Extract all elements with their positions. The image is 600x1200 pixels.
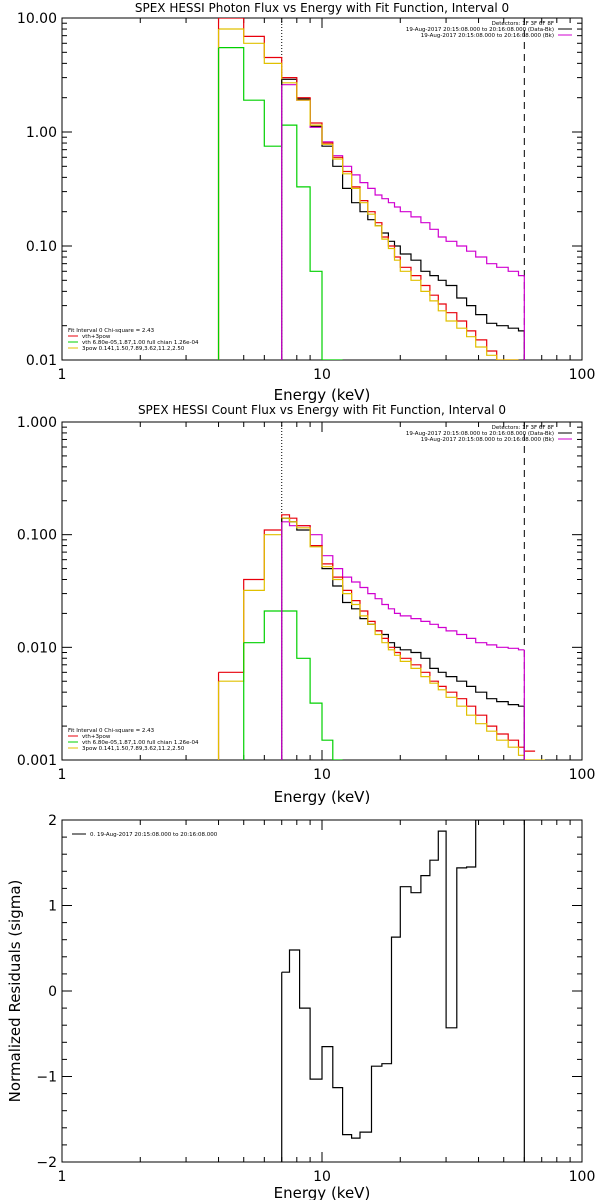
legend-text: vth 6.80e-05,1.87,1.00 full chian 1.26e-… (82, 740, 199, 746)
y-tick-label: 0.10 (26, 239, 57, 255)
x-tick-label: 1 (58, 767, 67, 783)
series-black (281, 78, 525, 332)
header-text: 19-Aug-2017 20:15:08.000 to 20:16:08.000… (406, 431, 554, 437)
x-tick-label: 100 (569, 767, 596, 783)
chart-title: SPEX HESSI Photon Flux vs Energy with Fi… (135, 1, 509, 15)
x-axis-label: Energy (keV) (274, 1184, 371, 1200)
y-tick-label: −2 (36, 1155, 57, 1171)
header-text: Detectors: 1F 3F 6F 8F (492, 21, 554, 27)
legend-text: 0. 19-Aug-2017 20:15:08.000 to 20:16:08.… (90, 832, 218, 838)
series-black (281, 820, 525, 1139)
chart-3: 1 10 100 −2 −1 0 1 2 Energy (keV) Normalized Resi… (6, 813, 595, 1200)
header-text: Detectors: 1F 3F 6F 8F (492, 425, 554, 431)
header-text: 19-Aug-2017 20:15:08.000 to 20:16:08.000… (406, 27, 554, 33)
series-red (218, 18, 519, 360)
y-tick-label: 10.00 (17, 11, 57, 27)
y-tick-label: −1 (36, 1070, 57, 1086)
chart-title: SPEX HESSI Count Flux vs Energy with Fit… (138, 403, 506, 417)
y-tick-label: 0.100 (17, 528, 57, 544)
y-tick-label: 0.010 (17, 640, 57, 656)
x-tick-label: 1 (58, 367, 67, 383)
series-red (218, 514, 536, 752)
legend-text: 3pow 0.141,1.50,7.89,3.62,11.2,2.50 (82, 346, 185, 352)
legend-text: vth+3pow (82, 334, 111, 340)
series-yellow (218, 517, 545, 760)
chart-1: SPEX HESSI Photon Flux vs Energy with Fi… (17, 1, 595, 404)
x-tick-label: 100 (569, 1169, 596, 1185)
y-tick-label: 0 (48, 984, 57, 1000)
chart-2: SPEX HESSI Count Flux vs Energy with Fit… (17, 403, 595, 806)
header-text: 19-Aug-2017 20:15:08.000 to 20:16:08.000… (421, 437, 554, 443)
x-tick-label: 10 (313, 1169, 331, 1185)
y-tick-label: 2 (48, 813, 57, 829)
legend-text: Fit Interval 0 Chi-square = 2.43 (68, 728, 155, 734)
series-yellow (218, 28, 519, 360)
series-green (243, 610, 343, 760)
x-tick-label: 10 (313, 767, 331, 783)
y-tick-label: 1.000 (17, 415, 57, 431)
y-tick-label: 1.00 (26, 125, 57, 141)
legend-text: vth 6.80e-05,1.87,1.00 full chian 1.26e-… (82, 340, 199, 346)
plot-frame (61, 819, 583, 1163)
y-tick-label: 0.001 (17, 753, 57, 769)
x-tick-label: 1 (58, 1169, 67, 1185)
header-text: 19-Aug-2017 20:15:08.000 to 20:16:08.000… (421, 33, 554, 39)
series-magenta (281, 84, 525, 277)
x-axis-label: Energy (keV) (274, 788, 371, 806)
x-tick-label: 10 (313, 367, 331, 383)
x-tick-label: 100 (569, 367, 596, 383)
series-magenta (281, 521, 525, 651)
legend-text: vth+3pow (82, 734, 111, 740)
legend-text: 3pow 0.141,1.50,7.89,3.62,11.2,2.50 (82, 746, 185, 752)
series-black (281, 517, 525, 707)
x-axis-label: Energy (keV) (274, 386, 371, 404)
legend-text: Fit Interval 0 Chi-square = 2.43 (68, 328, 155, 334)
y-axis-label: Normalized Residuals (sigma) (6, 880, 24, 1103)
y-tick-label: 1 (48, 899, 57, 915)
y-tick-label: 0.01 (26, 353, 57, 369)
series-green (218, 47, 343, 360)
